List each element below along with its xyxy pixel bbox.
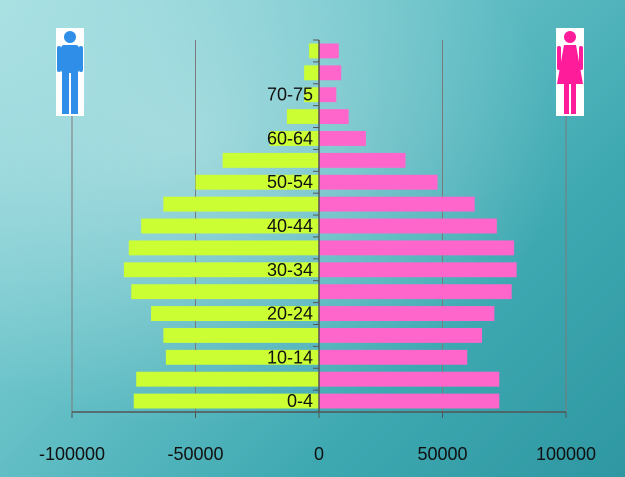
category-labels: 0-4 10-14 20-24 30-34 40-44 50-54 60-64 70-75: [267, 85, 313, 411]
category-label-30-34: 30-34: [267, 260, 313, 280]
bar-series1-25-29: [319, 284, 512, 300]
bar-series0-0-4: [133, 393, 319, 409]
bar-series0-60-64: [269, 131, 319, 146]
bar-series0-15-19: [163, 327, 319, 343]
x-tick-label-4: 100000: [536, 444, 596, 464]
category-label-60-64: 60-64: [267, 128, 313, 148]
bar-series0-5-9: [136, 371, 319, 387]
x-tick-label-3: 50000: [417, 444, 467, 464]
category-label-40-44: 40-44: [267, 216, 313, 236]
category-label-70-75: 70-75: [267, 85, 313, 105]
bar-series1-75-79: [319, 65, 342, 81]
bar-series1-70-75: [319, 87, 337, 103]
category-label-10-14: 10-14: [267, 347, 313, 367]
bar-series0-80+: [309, 43, 319, 59]
bar-series0-40-44: [141, 218, 319, 234]
bar-series1-65-69: [319, 109, 349, 125]
x-tick-label-1: -50000: [167, 444, 223, 464]
bar-series1-30-34: [319, 262, 517, 278]
male-icon: [56, 28, 84, 116]
bar-series0-65-69: [286, 109, 319, 125]
bar-series1-40-44: [319, 218, 497, 234]
bar-series0-20-24: [151, 306, 319, 321]
bar-series0-45-49: [163, 196, 319, 212]
bar-series1-15-19: [319, 327, 483, 343]
bar-series1-5-9: [319, 371, 500, 387]
category-label-50-54: 50-54: [267, 172, 313, 192]
bar-series1-45-49: [319, 196, 475, 212]
bar-series0-35-39: [128, 240, 319, 256]
bar-series1-55-59: [319, 152, 406, 168]
bar-series1-20-24: [319, 306, 495, 321]
bar-series1-60-64: [319, 131, 366, 146]
category-label-0-4: 0-4: [287, 391, 313, 411]
axes: [71, 39, 567, 418]
bar-series1-80+: [319, 43, 339, 59]
bar-series0-50-54: [195, 174, 319, 190]
bar-series0-75-79: [304, 65, 319, 81]
x-tick-label-2: 0: [314, 444, 324, 464]
x-tick-label-0: -100000: [39, 444, 105, 464]
bar-series0-10-14: [165, 349, 319, 365]
bar-series0-55-59: [222, 152, 319, 168]
bar-series1-0-4: [319, 393, 500, 409]
x-tick-labels: -100000 -50000 0 50000 100000: [39, 444, 596, 464]
female-icon: [556, 28, 584, 116]
bar-series1-50-54: [319, 174, 438, 190]
bar-series0-25-29: [131, 284, 319, 300]
category-label-20-24: 20-24: [267, 304, 313, 324]
bars: [123, 43, 517, 409]
bar-series0-70-75: [304, 87, 319, 103]
bar-series1-10-14: [319, 349, 468, 365]
bar-series1-35-39: [319, 240, 515, 256]
bar-series0-30-34: [123, 262, 320, 278]
